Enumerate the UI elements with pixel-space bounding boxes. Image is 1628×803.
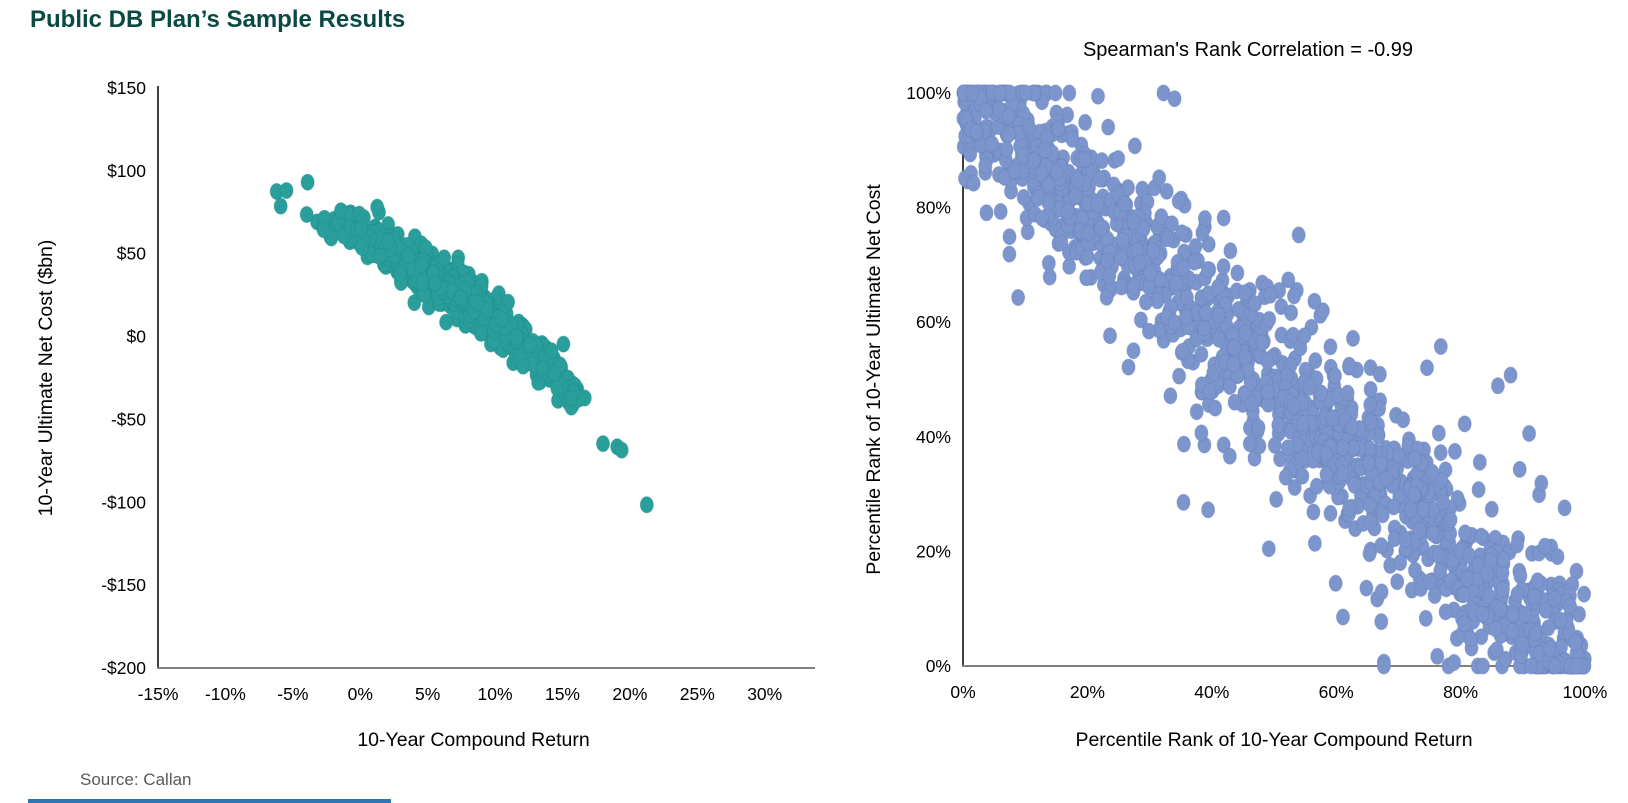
- svg-text:20%: 20%: [1070, 682, 1105, 702]
- svg-text:-15%: -15%: [138, 684, 179, 704]
- scatter-points: [269, 173, 654, 514]
- chart-title: Spearman's Rank Correlation = -0.99: [1083, 39, 1413, 61]
- svg-text:-5%: -5%: [277, 684, 308, 704]
- axes: [157, 86, 815, 669]
- svg-text:-$200: -$200: [101, 658, 146, 678]
- svg-text:100%: 100%: [1563, 682, 1608, 702]
- chart-percentile-rank: 100% 80% 60% 40% 20% 0% 0% 20% 40% 60% 80% 100% Perc…: [863, 39, 1607, 751]
- scatter-points: [956, 84, 1592, 675]
- svg-text:40%: 40%: [1194, 682, 1229, 702]
- page-title: Public DB Plan’s Sample Results: [30, 6, 406, 33]
- svg-text:10%: 10%: [478, 684, 513, 704]
- chart-net-cost-vs-return: $150 $100 $50 $0 -$50 -$100 -$150 -$200 -15% -10%…: [35, 78, 815, 751]
- x-axis-title: 10-Year Compound Return: [357, 729, 589, 751]
- y-axis-title: Percentile Rank of 10-Year Ultimate Net …: [863, 184, 885, 575]
- svg-text:0%: 0%: [950, 682, 975, 702]
- svg-text:-$150: -$150: [101, 575, 146, 595]
- y-axis-title: 10-Year Ultimate Net Cost ($bn): [35, 240, 57, 517]
- svg-text:100%: 100%: [906, 83, 951, 103]
- svg-text:$50: $50: [117, 244, 146, 264]
- svg-text:30%: 30%: [747, 684, 782, 704]
- y-axis-tick-labels: $150 $100 $50 $0 -$50 -$100 -$150 -$200: [101, 78, 146, 678]
- svg-text:15%: 15%: [545, 684, 580, 704]
- svg-text:0%: 0%: [926, 656, 951, 676]
- svg-text:60%: 60%: [1319, 682, 1354, 702]
- svg-text:80%: 80%: [916, 198, 951, 218]
- svg-text:20%: 20%: [612, 684, 647, 704]
- svg-text:-10%: -10%: [205, 684, 246, 704]
- svg-text:$0: $0: [127, 327, 147, 347]
- svg-text:80%: 80%: [1443, 682, 1478, 702]
- svg-text:-$100: -$100: [101, 492, 146, 512]
- svg-text:$150: $150: [107, 78, 146, 98]
- svg-text:60%: 60%: [916, 312, 951, 332]
- svg-text:5%: 5%: [415, 684, 440, 704]
- x-axis-title: Percentile Rank of 10-Year Compound Retu…: [1075, 729, 1472, 751]
- x-axis-tick-labels: 0% 20% 40% 60% 80% 100%: [950, 682, 1607, 702]
- svg-text:25%: 25%: [680, 684, 715, 704]
- svg-text:-$50: -$50: [111, 409, 146, 429]
- x-axis-tick-labels: -15% -10% -5% 0% 5% 10% 15% 20% 25% 30%: [138, 684, 783, 704]
- accent-bar: [28, 799, 391, 803]
- svg-text:40%: 40%: [916, 427, 951, 447]
- svg-text:$100: $100: [107, 161, 146, 181]
- svg-text:0%: 0%: [348, 684, 373, 704]
- y-axis-tick-labels: 100% 80% 60% 40% 20% 0%: [906, 83, 951, 676]
- svg-text:20%: 20%: [916, 541, 951, 561]
- source-note: Source: Callan: [80, 770, 192, 789]
